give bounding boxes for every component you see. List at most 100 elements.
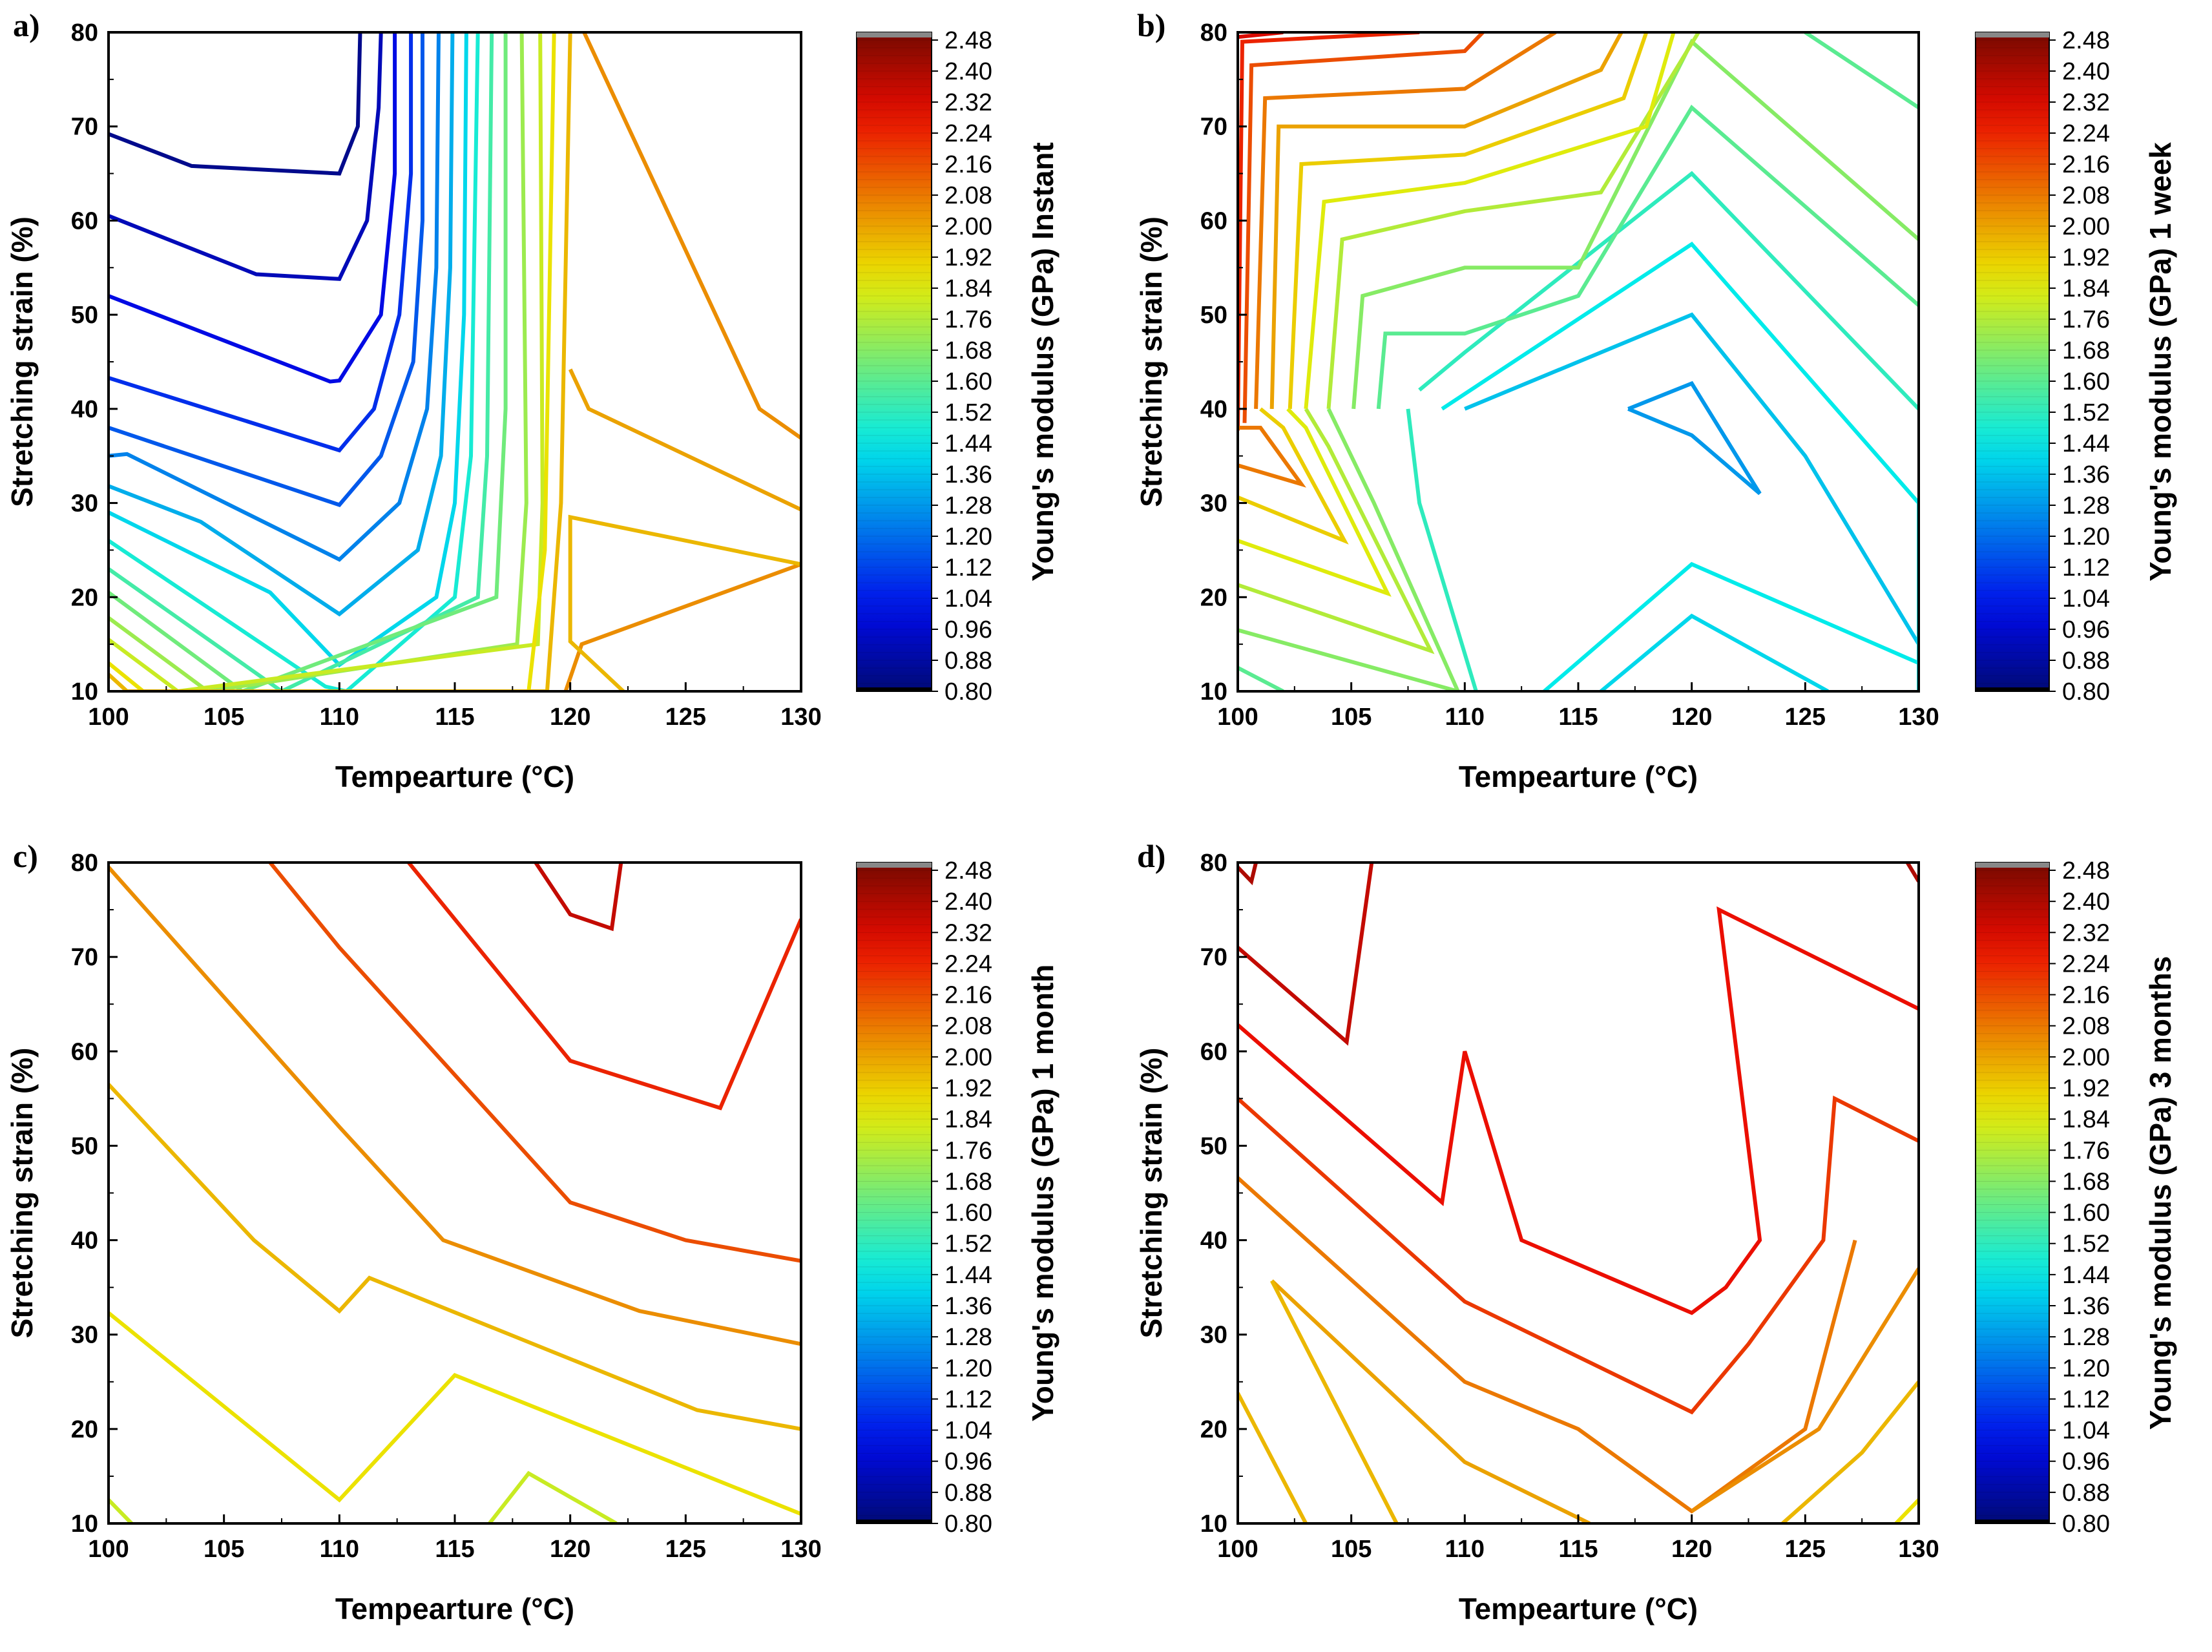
colorbar-tick-label: 1.68	[2062, 337, 2110, 364]
contour-line	[1270, 1279, 1591, 1523]
colorbar-tick-label: 2.24	[944, 950, 992, 978]
colorbar-tick-label: 0.80	[944, 1511, 992, 1538]
y-axis-title: Stretching strain (%)	[5, 216, 39, 507]
colorbar-tick-label: 1.28	[2062, 492, 2110, 519]
panel-label: c)	[13, 838, 38, 874]
y-tick-label: 10	[71, 1511, 98, 1538]
colorbar-title: Young's modulus (GPa) Instant	[1026, 142, 1059, 581]
colorbar-tick-label: 1.44	[944, 1262, 992, 1289]
y-tick-label: 50	[1200, 1133, 1227, 1160]
colorbar-tick-label: 0.88	[2062, 647, 2110, 674]
contour-line	[1269, 32, 1623, 409]
colorbar-tick-label: 2.48	[2062, 27, 2110, 54]
colorbar-tick-label: 1.12	[944, 554, 992, 581]
colorbar-tick-label: 2.48	[944, 857, 992, 884]
colorbar-tick-label: 1.60	[944, 1200, 992, 1227]
colorbar-tick-label: 2.48	[944, 27, 992, 54]
y-tick-label: 40	[1200, 396, 1227, 423]
y-tick-label: 10	[1200, 678, 1227, 706]
x-tick-label: 130	[1898, 704, 1939, 731]
contour-line	[1238, 407, 1392, 597]
contour-line	[109, 32, 528, 691]
contour-line	[1804, 32, 1919, 110]
colorbar-tick-label: 2.08	[2062, 182, 2110, 209]
panel-label: b)	[1137, 7, 1165, 43]
x-tick-label: 110	[1445, 1536, 1485, 1563]
contour-line	[109, 32, 545, 691]
contour-line	[109, 1083, 801, 1431]
x-tick-label: 125	[1785, 1536, 1826, 1563]
colorbar-tick-label: 1.76	[2062, 306, 2110, 333]
colorbar-tick-label: 1.04	[2062, 1417, 2110, 1445]
colorbar-tick-label: 0.80	[944, 678, 992, 706]
contour-line	[109, 1311, 801, 1516]
colorbar-tick-label: 1.92	[944, 244, 992, 271]
contour-line	[407, 863, 801, 1111]
contour-line	[1905, 863, 1919, 883]
contour-line	[568, 368, 801, 512]
colorbar-tick-label: 1.20	[944, 1355, 992, 1382]
contour-line	[1238, 1095, 1919, 1415]
colorbar-tick-label: 0.88	[2062, 1479, 2110, 1507]
y-tick-label: 20	[1200, 1416, 1227, 1443]
colorbar-tick-label: 1.12	[2062, 554, 2110, 581]
contour-lines	[109, 863, 801, 1523]
colorbar: 0.80 0.88 0.96 1.04 1.12 1.20 1.28 1.36 1.44 1.52…	[856, 857, 1059, 1538]
colorbar-bottom-cap	[1976, 1520, 2049, 1523]
panel-1: b) 100 105 110 115 120 125 130 10 20 30 40 50 60 70 80 T…	[1134, 7, 2177, 793]
colorbar-tick-label: 1.12	[944, 1386, 992, 1413]
panel-3: d) 100 105 110 115 120 125 130 10 20 30 40 50 60 70 80 T…	[1134, 838, 2177, 1626]
colorbar-tick-label: 2.40	[944, 58, 992, 85]
colorbar-tick-label: 2.16	[2062, 151, 2110, 178]
colorbar-tick-label: 1.28	[2062, 1324, 2110, 1351]
colorbar-tick-label: 1.84	[944, 1106, 992, 1133]
contour-line	[1691, 1267, 1919, 1513]
colorbar-gradient	[856, 862, 932, 1524]
colorbar-tick-label: 2.24	[944, 120, 992, 147]
y-axis-title: Stretching strain (%)	[1134, 216, 1168, 507]
colorbar-tick-label: 1.68	[944, 337, 992, 364]
colorbar-tick-label: 0.88	[944, 647, 992, 674]
contour-line	[1238, 665, 1284, 691]
x-axis-title: Tempearture (°C)	[335, 760, 574, 793]
x-tick-label: 120	[550, 704, 590, 731]
x-tick-label: 130	[780, 704, 821, 731]
panel-2: c) 100 105 110 115 120 125 130 10 20 30 40 50 60 70 80 T…	[5, 838, 1059, 1626]
contour-line	[109, 32, 556, 691]
y-tick-label: 70	[71, 114, 98, 141]
contour-line	[1238, 906, 1919, 1315]
colorbar-tick-label: 1.20	[2062, 523, 2110, 550]
colorbar-tick-label: 1.36	[2062, 1293, 2110, 1320]
x-tick-label: 130	[780, 1536, 821, 1563]
contour-line	[1288, 32, 1649, 410]
x-tick-label: 115	[1558, 704, 1598, 731]
y-tick-label: 40	[71, 396, 98, 423]
colorbar-tick-label: 2.40	[2062, 58, 2110, 85]
contour-line	[109, 32, 441, 562]
colorbar-tick-label: 2.00	[2062, 1044, 2110, 1071]
colorbar-title: Young's modulus (GPa) 3 months	[2144, 956, 2177, 1430]
x-tick-label: 110	[320, 704, 359, 731]
y-axis-title: Stretching strain (%)	[1134, 1048, 1168, 1339]
y-tick-label: 50	[1200, 302, 1227, 329]
y-tick-label: 50	[71, 302, 98, 329]
colorbar-tick-label: 1.52	[944, 1231, 992, 1258]
colorbar-top-cap	[1976, 32, 2049, 37]
colorbar-tick-label: 1.12	[2062, 1386, 2110, 1413]
contour-line	[582, 32, 801, 440]
colorbar-tick-label: 1.92	[2062, 244, 2110, 271]
panel-label: a)	[13, 7, 40, 43]
colorbar-tick-label: 1.68	[944, 1168, 992, 1195]
contour-line	[1406, 408, 1478, 691]
contour-line	[1254, 32, 1557, 409]
colorbar-tick-label: 2.32	[944, 919, 992, 946]
colorbar-tick-label: 2.16	[2062, 982, 2110, 1009]
colorbar: 0.80 0.88 0.96 1.04 1.12 1.20 1.28 1.36 1.44 1.52…	[856, 27, 1059, 706]
contour-line	[109, 32, 362, 176]
x-tick-label: 100	[88, 1536, 129, 1563]
contour-line	[109, 866, 801, 1346]
contour-line	[1238, 863, 1374, 1046]
contour-line	[109, 32, 383, 281]
contour-line	[563, 562, 801, 691]
colorbar-tick-label: 2.24	[2062, 950, 2110, 978]
